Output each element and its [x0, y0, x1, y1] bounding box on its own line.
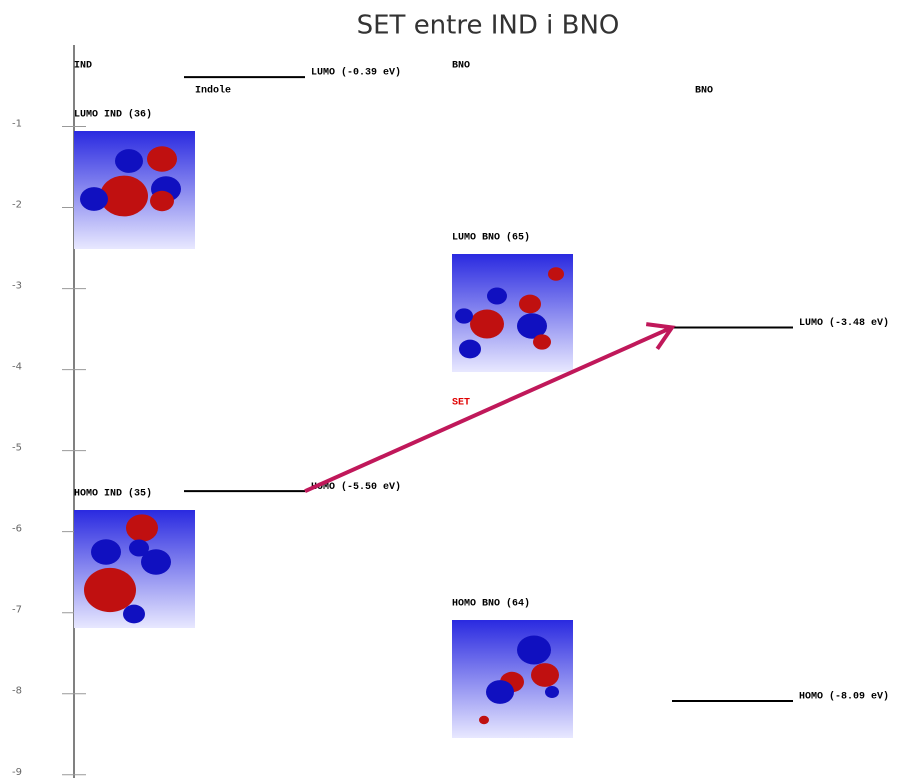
- y-tick-label: -1: [12, 119, 22, 130]
- lobe: [548, 267, 564, 281]
- y-tick-label: -4: [12, 362, 22, 373]
- lobe: [147, 146, 177, 172]
- level-label: HOMO (-8.09 eV): [799, 691, 889, 703]
- lobe: [486, 680, 514, 704]
- lobe: [533, 334, 551, 349]
- orbital-image: [74, 510, 195, 628]
- orbital-image: [452, 254, 573, 372]
- y-tick-label: -8: [12, 686, 22, 697]
- lobe: [129, 540, 149, 557]
- chart-title: SET entre IND i BNO: [357, 11, 620, 41]
- lobe: [479, 716, 489, 725]
- y-tick-label: -6: [12, 524, 22, 535]
- lobe: [517, 636, 551, 665]
- orbital-image: [74, 131, 195, 249]
- y-tick-label: -3: [12, 281, 22, 292]
- orbital-label: LUMO BNO (65): [452, 232, 530, 244]
- y-tick-label: -5: [12, 443, 22, 454]
- lobe: [470, 310, 504, 339]
- lobe: [91, 539, 121, 565]
- column-header: BNO: [452, 61, 470, 72]
- orbital-label: LUMO IND (36): [74, 109, 152, 121]
- series-name: Indole: [195, 85, 231, 97]
- lobe: [123, 605, 145, 624]
- lobe: [84, 568, 136, 612]
- level-label: LUMO (-3.48 eV): [799, 317, 889, 329]
- y-tick-label: -2: [12, 200, 22, 211]
- level-label: LUMO (-0.39 eV): [311, 67, 401, 79]
- lobe: [115, 149, 143, 173]
- lobe: [126, 514, 158, 541]
- y-tick-label: -7: [12, 605, 22, 616]
- lobe: [80, 187, 108, 211]
- chart: SET entre IND i BNO -1 -2 -3 -4 -5 -6 -7 -8 -9 LU…: [0, 0, 907, 778]
- lobe: [487, 288, 507, 305]
- column-header: IND: [74, 61, 92, 72]
- lobe: [531, 663, 559, 687]
- orbital-label: HOMO BNO (64): [452, 598, 530, 610]
- series-name: BNO: [695, 86, 713, 97]
- transfer-label: SET: [452, 398, 470, 409]
- orbital-label: HOMO IND (35): [74, 488, 152, 500]
- lobe: [455, 308, 473, 323]
- lobe: [459, 340, 481, 359]
- lobe: [519, 295, 541, 314]
- y-tick-label: -9: [12, 767, 22, 778]
- orbital-image: [452, 620, 573, 738]
- lobe: [150, 191, 174, 211]
- lobe: [545, 686, 559, 698]
